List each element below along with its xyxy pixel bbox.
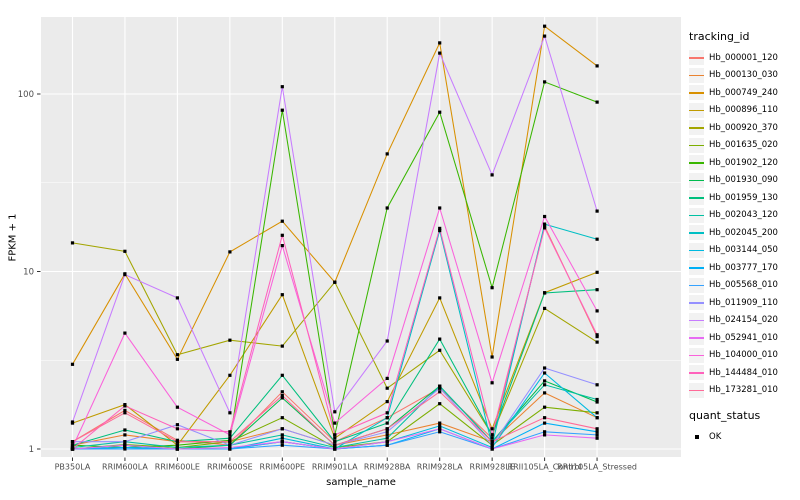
legend-item-label: Hb_001930_090 <box>709 175 778 186</box>
legend-key-line-swatch <box>689 277 704 293</box>
legend-item-Hb_001635_020: Hb_001635_020 <box>689 137 799 155</box>
legend-key-line-swatch <box>689 225 704 241</box>
x-tick-label: RRIM600SE <box>207 463 253 472</box>
legend-item-Hb_173281_010: Hb_173281_010 <box>689 382 799 400</box>
legend-key-line-swatch <box>689 50 704 66</box>
x-tick-label: RRIM928LA <box>417 463 463 472</box>
legend-key-line-swatch <box>689 102 704 118</box>
legend-key-point-swatch <box>689 429 704 445</box>
quant-status-legend-items: OK <box>689 428 799 446</box>
legend-item-label: Hb_000920_370 <box>709 122 778 133</box>
legend-item-label: Hb_001635_020 <box>709 140 778 151</box>
legend-item-label: Hb_173281_010 <box>709 385 778 396</box>
y-tick-label: 100 <box>18 90 34 100</box>
legend-item-label: Hb_002045_200 <box>709 227 778 238</box>
legend-item-Hb_144484_010: Hb_144484_010 <box>689 364 799 382</box>
x-tick-label: RRIM928BA <box>364 463 411 472</box>
legend-item-Hb_000001_120: Hb_000001_120 <box>689 49 799 67</box>
legend-item-Hb_001959_130: Hb_001959_130 <box>689 189 799 207</box>
legend-key-line-swatch <box>689 330 704 346</box>
legend-item-label: Hb_104000_010 <box>709 350 778 361</box>
legend-item-Hb_002045_200: Hb_002045_200 <box>689 224 799 242</box>
legend-item-Hb_003777_170: Hb_003777_170 <box>689 259 799 277</box>
legend-item-Hb_002043_120: Hb_002043_120 <box>689 207 799 225</box>
legend-item-Hb_003144_050: Hb_003144_050 <box>689 242 799 260</box>
minor-gridlines <box>41 182 681 361</box>
x-tick-label: RRIM600LE <box>155 463 200 472</box>
tracking-id-legend-items: Hb_000001_120 Hb_000130_030 Hb_000749_240 H… <box>689 49 799 399</box>
legend-item-label: Hb_001959_130 <box>709 192 778 203</box>
legend-key-line-swatch <box>689 137 704 153</box>
data-points <box>70 24 599 451</box>
legend-item-label: Hb_000896_110 <box>709 105 778 116</box>
legend-key-line-swatch <box>689 85 704 101</box>
legend-item-Hb_000130_030: Hb_000130_030 <box>689 67 799 85</box>
legend-item-label: Hb_003777_170 <box>709 262 778 273</box>
legend-item-label: Hb_024154_020 <box>709 315 778 326</box>
legend-item-Hb_000920_370: Hb_000920_370 <box>689 119 799 137</box>
legend-key-line-swatch <box>689 242 704 258</box>
legend-key-line-swatch <box>689 312 704 328</box>
legend-item-label: Hb_002043_120 <box>709 210 778 221</box>
x-tick-label: RRIM600PE <box>260 463 306 472</box>
legend-item-Hb_000896_110: Hb_000896_110 <box>689 102 799 120</box>
x-axis-title: sample_name <box>326 477 396 488</box>
quant-status-label: OK <box>709 431 722 442</box>
legend-item-label: Hb_000001_120 <box>709 52 778 63</box>
x-tick-label: RRII105LA_Control <box>508 463 582 472</box>
legend-item-label: Hb_003144_050 <box>709 245 778 256</box>
y-axis-title: FPKM + 1 <box>7 213 19 262</box>
legend-item-label: Hb_011909_110 <box>709 297 778 308</box>
legend-key-line-swatch <box>689 172 704 188</box>
x-tick-label: RRIM901LA <box>312 463 358 472</box>
legend-key-line-swatch <box>689 260 704 276</box>
legend-key-line-swatch <box>689 120 704 136</box>
legend-title-tracking-id: tracking_id <box>689 30 750 43</box>
x-tick-label: RRIM600LA <box>102 463 148 472</box>
quant-status-legend: quant_status OK <box>689 409 799 446</box>
legend-key-line-swatch <box>689 155 704 171</box>
legend-item-label: Hb_000749_240 <box>709 87 778 98</box>
legend-item-Hb_024154_020: Hb_024154_020 <box>689 312 799 330</box>
legend-item-Hb_001902_120: Hb_001902_120 <box>689 154 799 172</box>
y-tick-label: 1 <box>29 445 34 455</box>
legend-key-line-swatch <box>689 382 704 398</box>
legend-item-label: Hb_052941_010 <box>709 332 778 343</box>
legend-item-Hb_005568_010: Hb_005568_010 <box>689 277 799 295</box>
x-tick-label: PB350LA <box>55 463 91 472</box>
x-tick-label: RRII105LA_Stressed <box>557 463 637 472</box>
y-tick-label: 10 <box>23 267 34 277</box>
legend-key-line-swatch <box>689 67 704 83</box>
legend-key-line-swatch <box>689 365 704 381</box>
legend-item-label: Hb_005568_010 <box>709 280 778 291</box>
axes: 100 10 1 PB350LA RRIM600LA RRIM600LE RRIM600SE… <box>18 90 637 472</box>
legend-item-label: Hb_144484_010 <box>709 367 778 378</box>
legend-item-label: Hb_000130_030 <box>709 70 778 81</box>
legend-item-Hb_001930_090: Hb_001930_090 <box>689 172 799 190</box>
x-tick-label: RRIM928LE <box>470 463 515 472</box>
legend-item-Hb_052941_010: Hb_052941_010 <box>689 329 799 347</box>
legend-key-line-swatch <box>689 207 704 223</box>
legend-item-Hb_011909_110: Hb_011909_110 <box>689 294 799 312</box>
quant-status-item: OK <box>689 428 799 446</box>
legend-panel: tracking_id Hb_000001_120 Hb_000130_030 Hb… <box>689 30 799 446</box>
legend-item-Hb_104000_010: Hb_104000_010 <box>689 347 799 365</box>
legend-key-line-swatch <box>689 295 704 311</box>
legend-item-label: Hb_001902_120 <box>709 157 778 168</box>
plot-panel <box>41 17 681 457</box>
legend-item-Hb_000749_240: Hb_000749_240 <box>689 84 799 102</box>
legend-title-quant-status: quant_status <box>689 409 761 422</box>
legend-key-line-swatch <box>689 190 704 206</box>
legend-key-line-swatch <box>689 347 704 363</box>
